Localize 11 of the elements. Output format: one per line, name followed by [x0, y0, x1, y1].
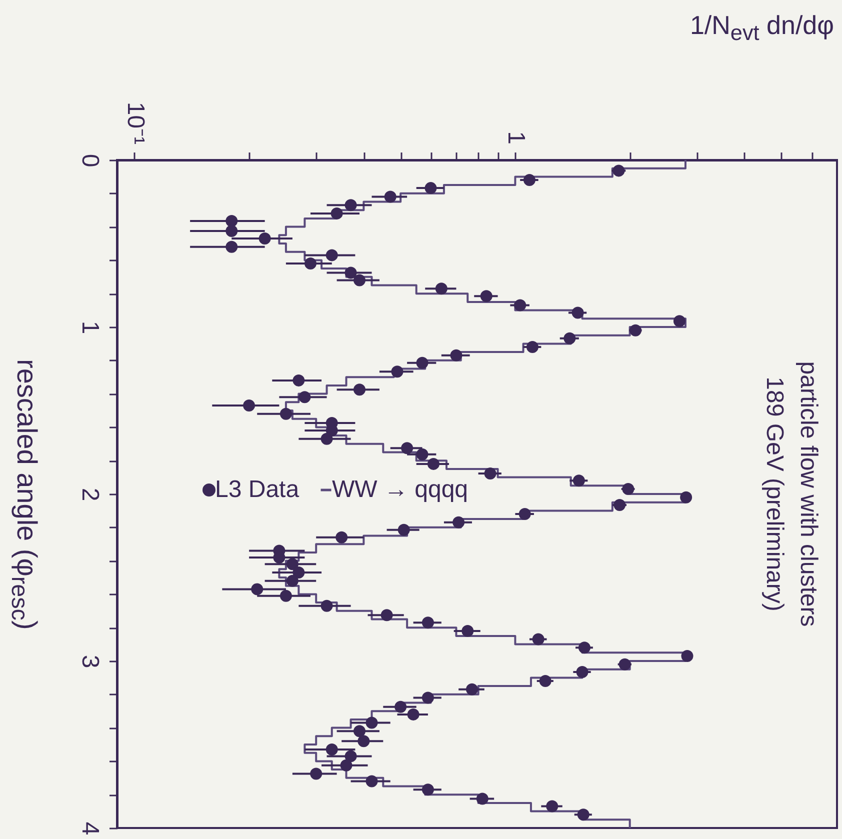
- y-tick-label: 1: [76, 320, 104, 334]
- x-axis-title: 1/N$_{evt}$ dn/dφ: [690, 10, 834, 46]
- x-tick-label: 10⁻¹: [122, 102, 149, 145]
- y-tick-label: 2: [76, 488, 104, 502]
- legend-label: WW → qqqq: [332, 476, 468, 503]
- text: particle flow with clusters: [795, 361, 822, 627]
- y-tick-label: 3: [76, 654, 104, 668]
- text: 189 GeV (preliminary): [761, 376, 788, 612]
- legend-label: L3 Data: [215, 476, 300, 503]
- y-tick-label: 0: [76, 154, 104, 168]
- y-tick-label: 4: [76, 822, 104, 836]
